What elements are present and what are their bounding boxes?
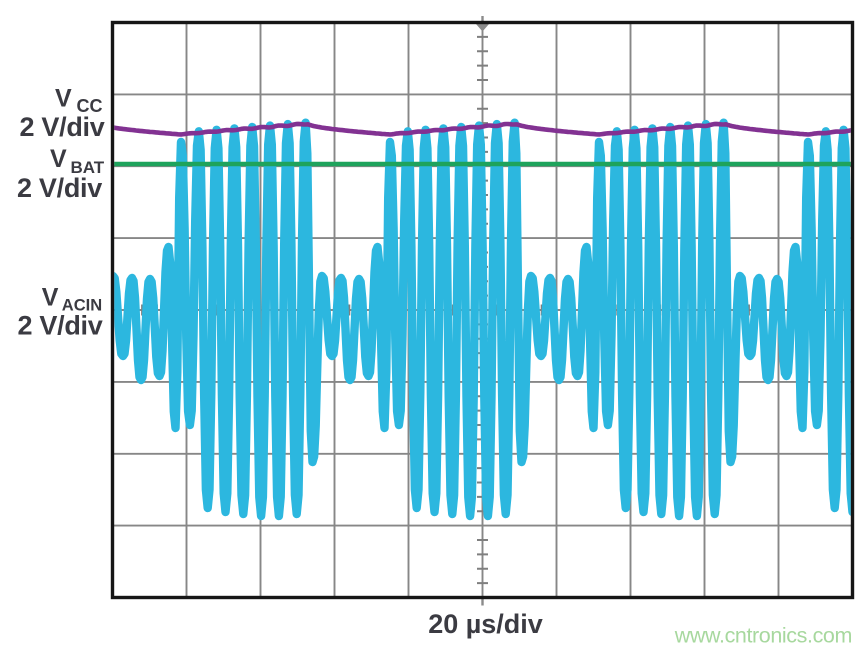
svg-text:V: V: [50, 145, 67, 173]
svg-text:BAT: BAT: [71, 158, 105, 177]
svg-text:20 µs/div: 20 µs/div: [428, 609, 543, 639]
svg-text:2 V/div: 2 V/div: [18, 311, 103, 341]
svg-text:2 V/div: 2 V/div: [17, 173, 102, 203]
svg-text:www.cntronics.com: www.cntronics.com: [674, 624, 852, 648]
svg-text:V: V: [42, 284, 59, 312]
svg-text:V: V: [55, 85, 72, 113]
svg-text:CC: CC: [77, 96, 103, 116]
svg-text:ACIN: ACIN: [62, 297, 102, 315]
svg-text:2 V/div: 2 V/div: [20, 112, 105, 142]
